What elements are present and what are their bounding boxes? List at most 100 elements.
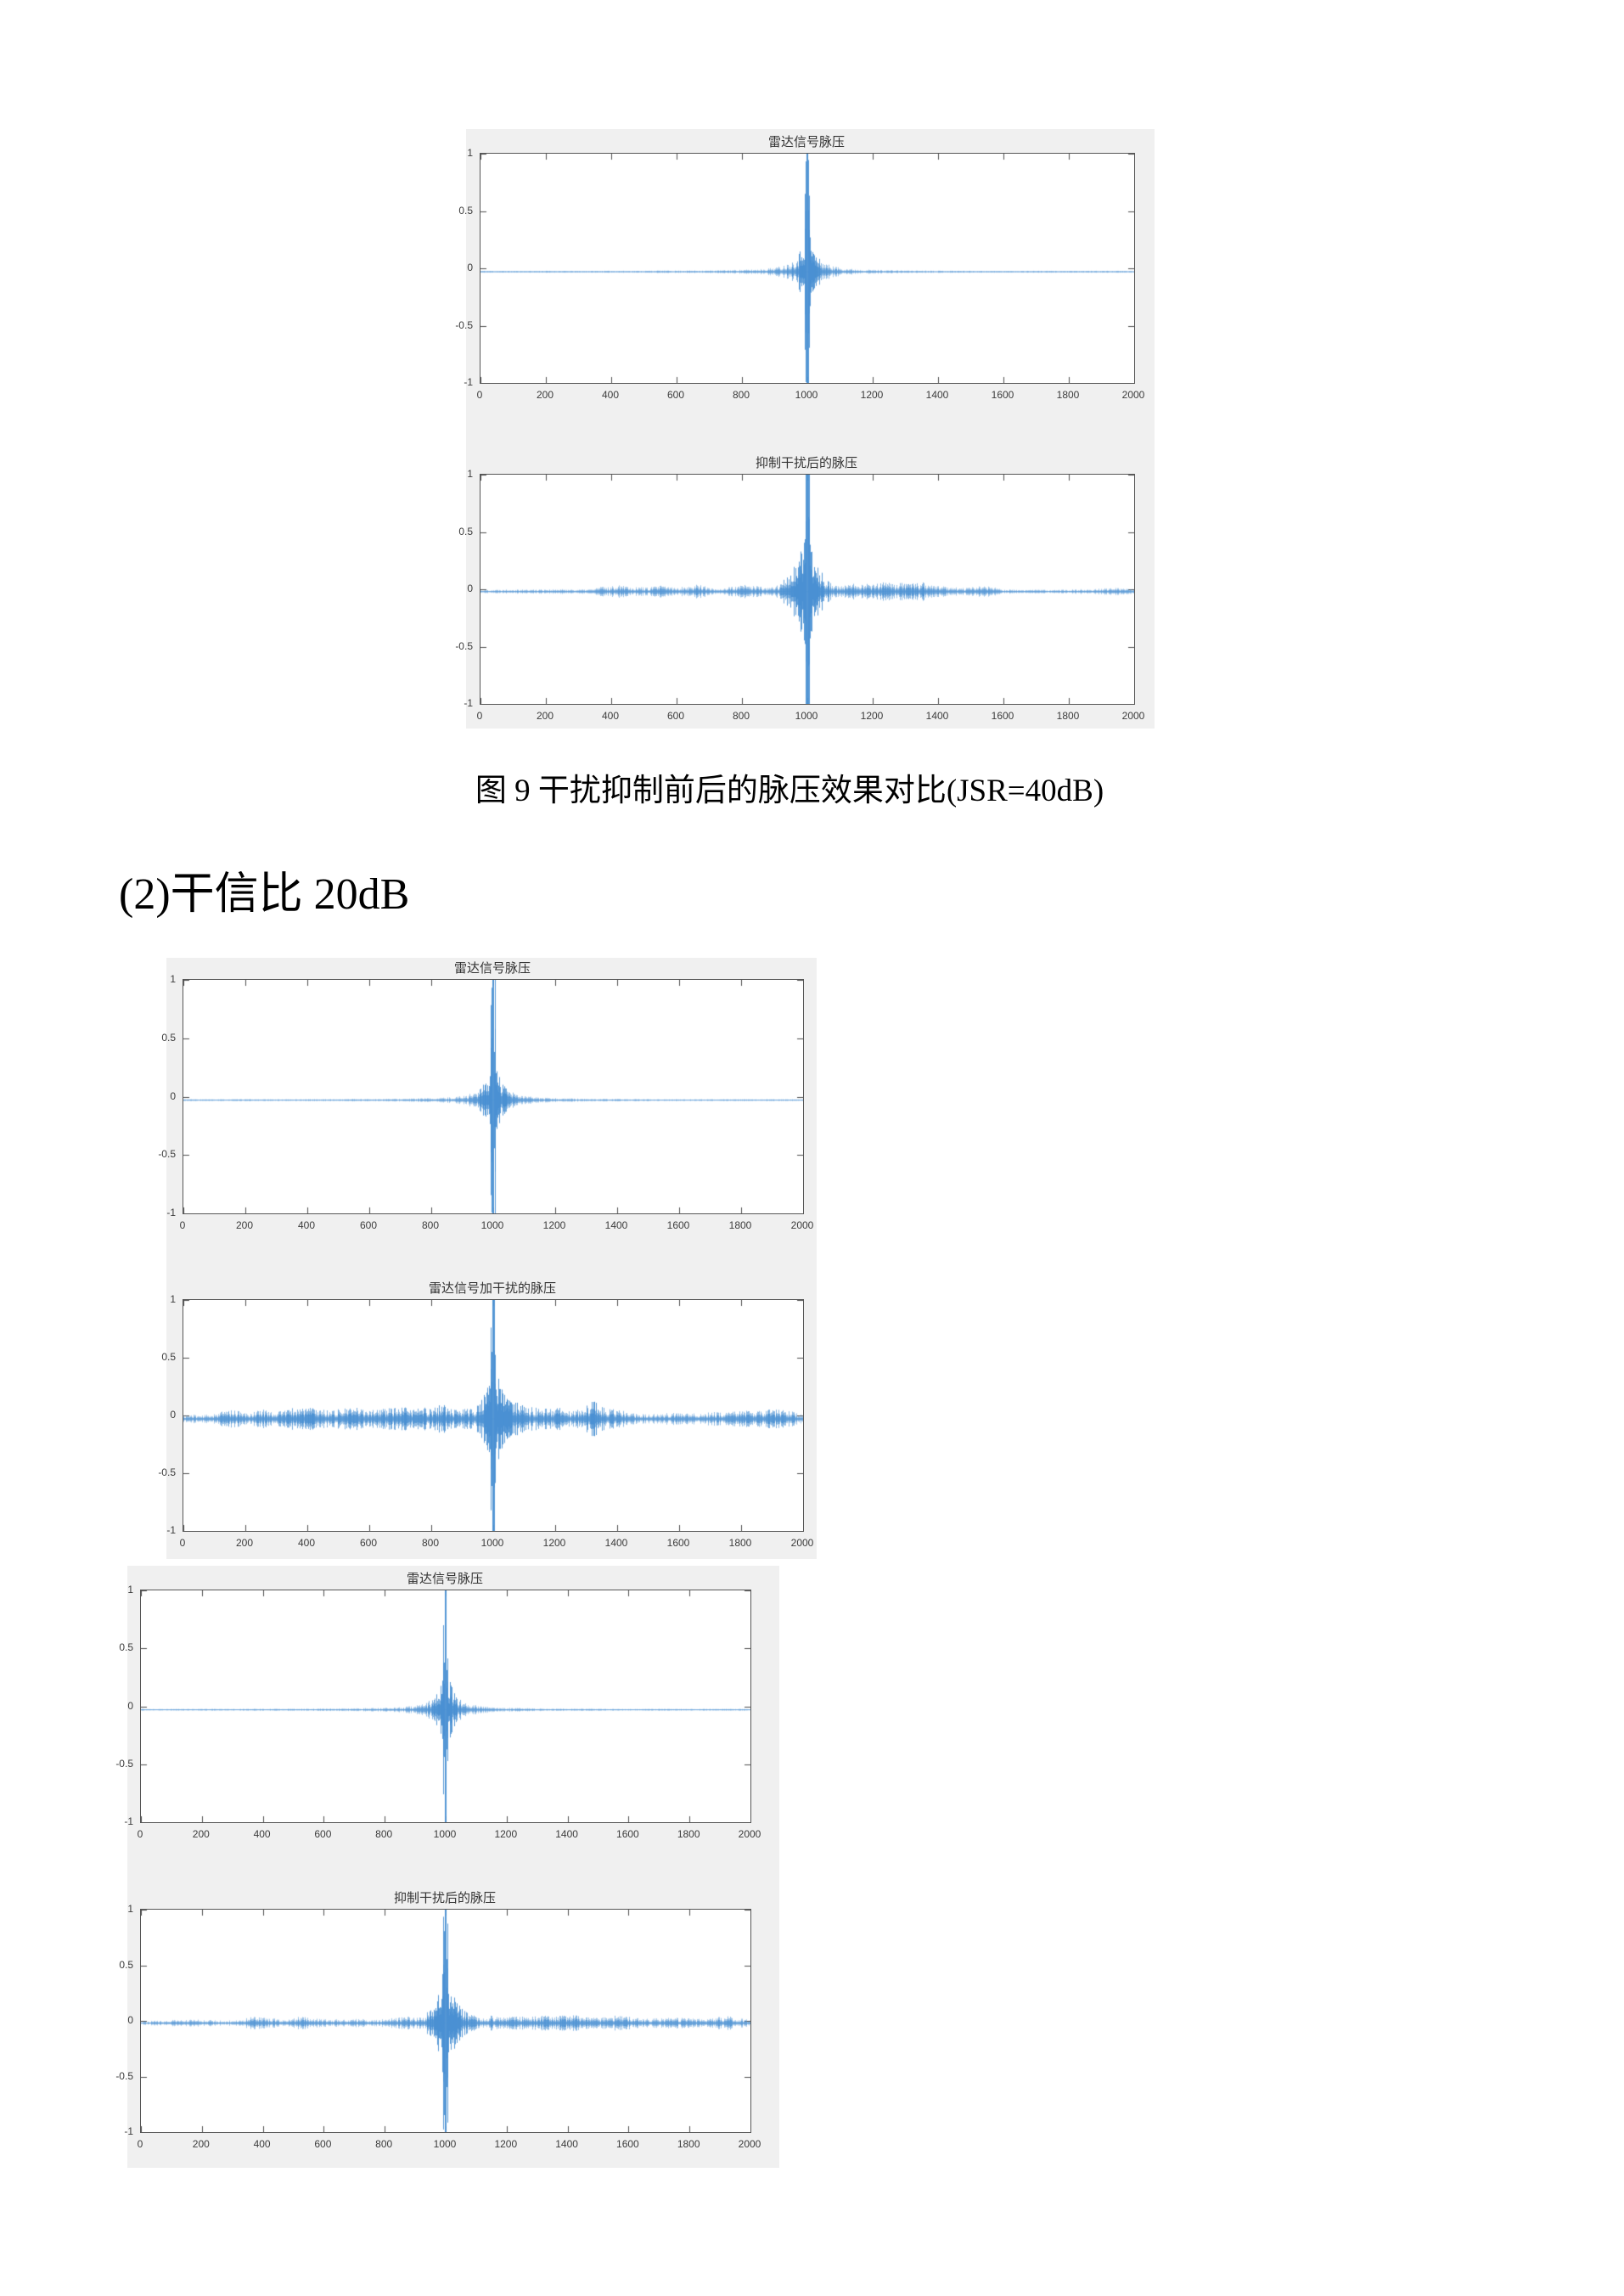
plot-title: 雷达信号脉压 (453, 961, 531, 976)
x-tick-label: 1600 (666, 1537, 690, 1549)
x-tick-label: 1000 (433, 1828, 457, 1840)
x-tick-label: 1600 (616, 2138, 639, 2150)
x-tick-label: 1400 (604, 1219, 628, 1231)
y-tick-label: -0.5 (115, 2069, 133, 2082)
x-tick-label: 600 (666, 710, 685, 722)
x-tick-label: 1200 (860, 389, 884, 401)
x-tick-label: 600 (314, 1828, 332, 1840)
x-tick-label: 1200 (494, 1828, 518, 1840)
waveform-canvas (141, 1590, 750, 1822)
x-tick-label: 1600 (991, 389, 1014, 401)
x-tick-label: 400 (601, 710, 620, 722)
x-tick-label: 1800 (1056, 389, 1080, 401)
x-tick-label: 2000 (738, 1828, 761, 1840)
x-tick-label: 1800 (728, 1219, 752, 1231)
section-heading-jsr20: (2)干信比 20dB (119, 870, 410, 919)
x-tick-label: 1200 (860, 710, 884, 722)
x-tick-label: 400 (253, 2138, 271, 2150)
y-tick-label: 0.5 (119, 1958, 133, 1971)
y-tick-label: 0 (467, 582, 473, 594)
x-tick-label: 400 (253, 1828, 271, 1840)
y-tick-label: 1 (467, 468, 473, 480)
y-tick-label: 0.5 (161, 1351, 176, 1363)
waveform-canvas (480, 154, 1134, 383)
plot-title: 抑制干扰后的脉压 (755, 456, 857, 470)
x-tick-label: 1000 (795, 389, 818, 401)
y-tick-label: 0.5 (458, 204, 473, 217)
x-tick-label: 1400 (555, 2138, 578, 2150)
x-tick-label: 1200 (542, 1537, 566, 1549)
x-tick-label: 0 (179, 1537, 186, 1549)
x-tick-label: 1000 (433, 2138, 457, 2150)
x-tick-label: 1800 (677, 1828, 700, 1840)
y-tick-label: 0.5 (458, 525, 473, 537)
y-tick-label: 0.5 (161, 1031, 176, 1044)
plot-axes (140, 1909, 751, 2133)
plot-axes (183, 1299, 804, 1532)
plot-axes (183, 979, 804, 1214)
x-tick-label: 800 (732, 710, 750, 722)
y-tick-label: -0.5 (158, 1466, 176, 1478)
y-tick-label: -0.5 (158, 1148, 176, 1161)
x-tick-label: 1400 (925, 710, 949, 722)
y-tick-label: 0 (170, 1089, 176, 1102)
x-tick-label: 600 (314, 2138, 332, 2150)
x-tick-label: 800 (421, 1219, 440, 1231)
figure-panel-jsr20-after: 雷达信号脉压 1 0.5 0 -0.5 -1 0 200 400 600 800 1000 1200 14… (115, 1566, 779, 2168)
y-tick-label: -0.5 (115, 1757, 133, 1770)
x-tick-label: 0 (476, 389, 483, 401)
plot-title: 雷达信号脉压 (767, 135, 845, 149)
x-tick-label: 800 (375, 2138, 393, 2150)
x-tick-label: 2000 (790, 1219, 814, 1231)
y-tick-label: 0 (127, 2014, 133, 2026)
plot-axes (480, 474, 1135, 705)
figure-panel-jsr20-before: 雷达信号脉压 1 0.5 0 -0.5 -1 0 200 400 600 800 1000 1200 14… (158, 958, 817, 1559)
x-tick-label: 1000 (480, 1537, 504, 1549)
x-tick-label: 400 (601, 389, 620, 401)
plot-title: 雷达信号脉压 (406, 1572, 483, 1586)
x-tick-label: 1200 (542, 1219, 566, 1231)
x-tick-label: 1000 (795, 710, 818, 722)
x-tick-label: 2000 (1121, 710, 1145, 722)
x-tick-label: 600 (359, 1219, 378, 1231)
x-tick-label: 600 (666, 389, 685, 401)
x-tick-label: 800 (375, 1828, 393, 1840)
y-tick-label: -1 (166, 1524, 176, 1536)
x-tick-label: 1400 (604, 1537, 628, 1549)
x-tick-label: 200 (192, 1828, 210, 1840)
x-tick-label: 200 (536, 710, 554, 722)
x-tick-label: 200 (192, 2138, 210, 2150)
x-tick-label: 0 (179, 1219, 186, 1231)
x-tick-label: 1200 (494, 2138, 518, 2150)
waveform-canvas (183, 980, 803, 1213)
y-tick-label: 1 (127, 1584, 133, 1595)
x-tick-label: 1800 (1056, 710, 1080, 722)
x-tick-label: 600 (359, 1537, 378, 1549)
waveform-canvas (183, 1300, 803, 1531)
figure-panel-jsr40: 雷达信号脉压 1 0.5 0 -0.5 -1 0 200 400 600 800 1000 1200 14… (455, 129, 1155, 729)
y-tick-label: 0 (170, 1409, 176, 1421)
y-tick-label: 0 (127, 1699, 133, 1712)
y-tick-label: -1 (166, 1207, 176, 1218)
x-tick-label: 200 (235, 1537, 254, 1549)
x-tick-label: 1400 (925, 389, 949, 401)
y-tick-label: 1 (127, 1903, 133, 1915)
y-tick-label: -1 (464, 697, 473, 709)
x-tick-label: 2000 (1121, 389, 1145, 401)
x-tick-label: 1600 (991, 710, 1014, 722)
plot-axes (480, 153, 1135, 384)
plot-axes (140, 1590, 751, 1823)
plot-title: 雷达信号加干扰的脉压 (428, 1281, 556, 1296)
plot-title: 抑制干扰后的脉压 (393, 1891, 496, 1905)
x-tick-label: 200 (536, 389, 554, 401)
y-tick-label: 0.5 (119, 1641, 133, 1654)
x-tick-label: 0 (476, 710, 483, 722)
y-tick-label: -0.5 (455, 639, 473, 652)
waveform-canvas (480, 475, 1134, 704)
y-tick-label: -0.5 (455, 318, 473, 331)
y-tick-label: -1 (124, 1815, 133, 1827)
y-tick-label: 0 (467, 262, 473, 273)
y-tick-label: 1 (170, 1293, 176, 1305)
figure9-caption: 图 9 干扰抑制前后的脉压效果对比(JSR=40dB) (475, 774, 1104, 808)
